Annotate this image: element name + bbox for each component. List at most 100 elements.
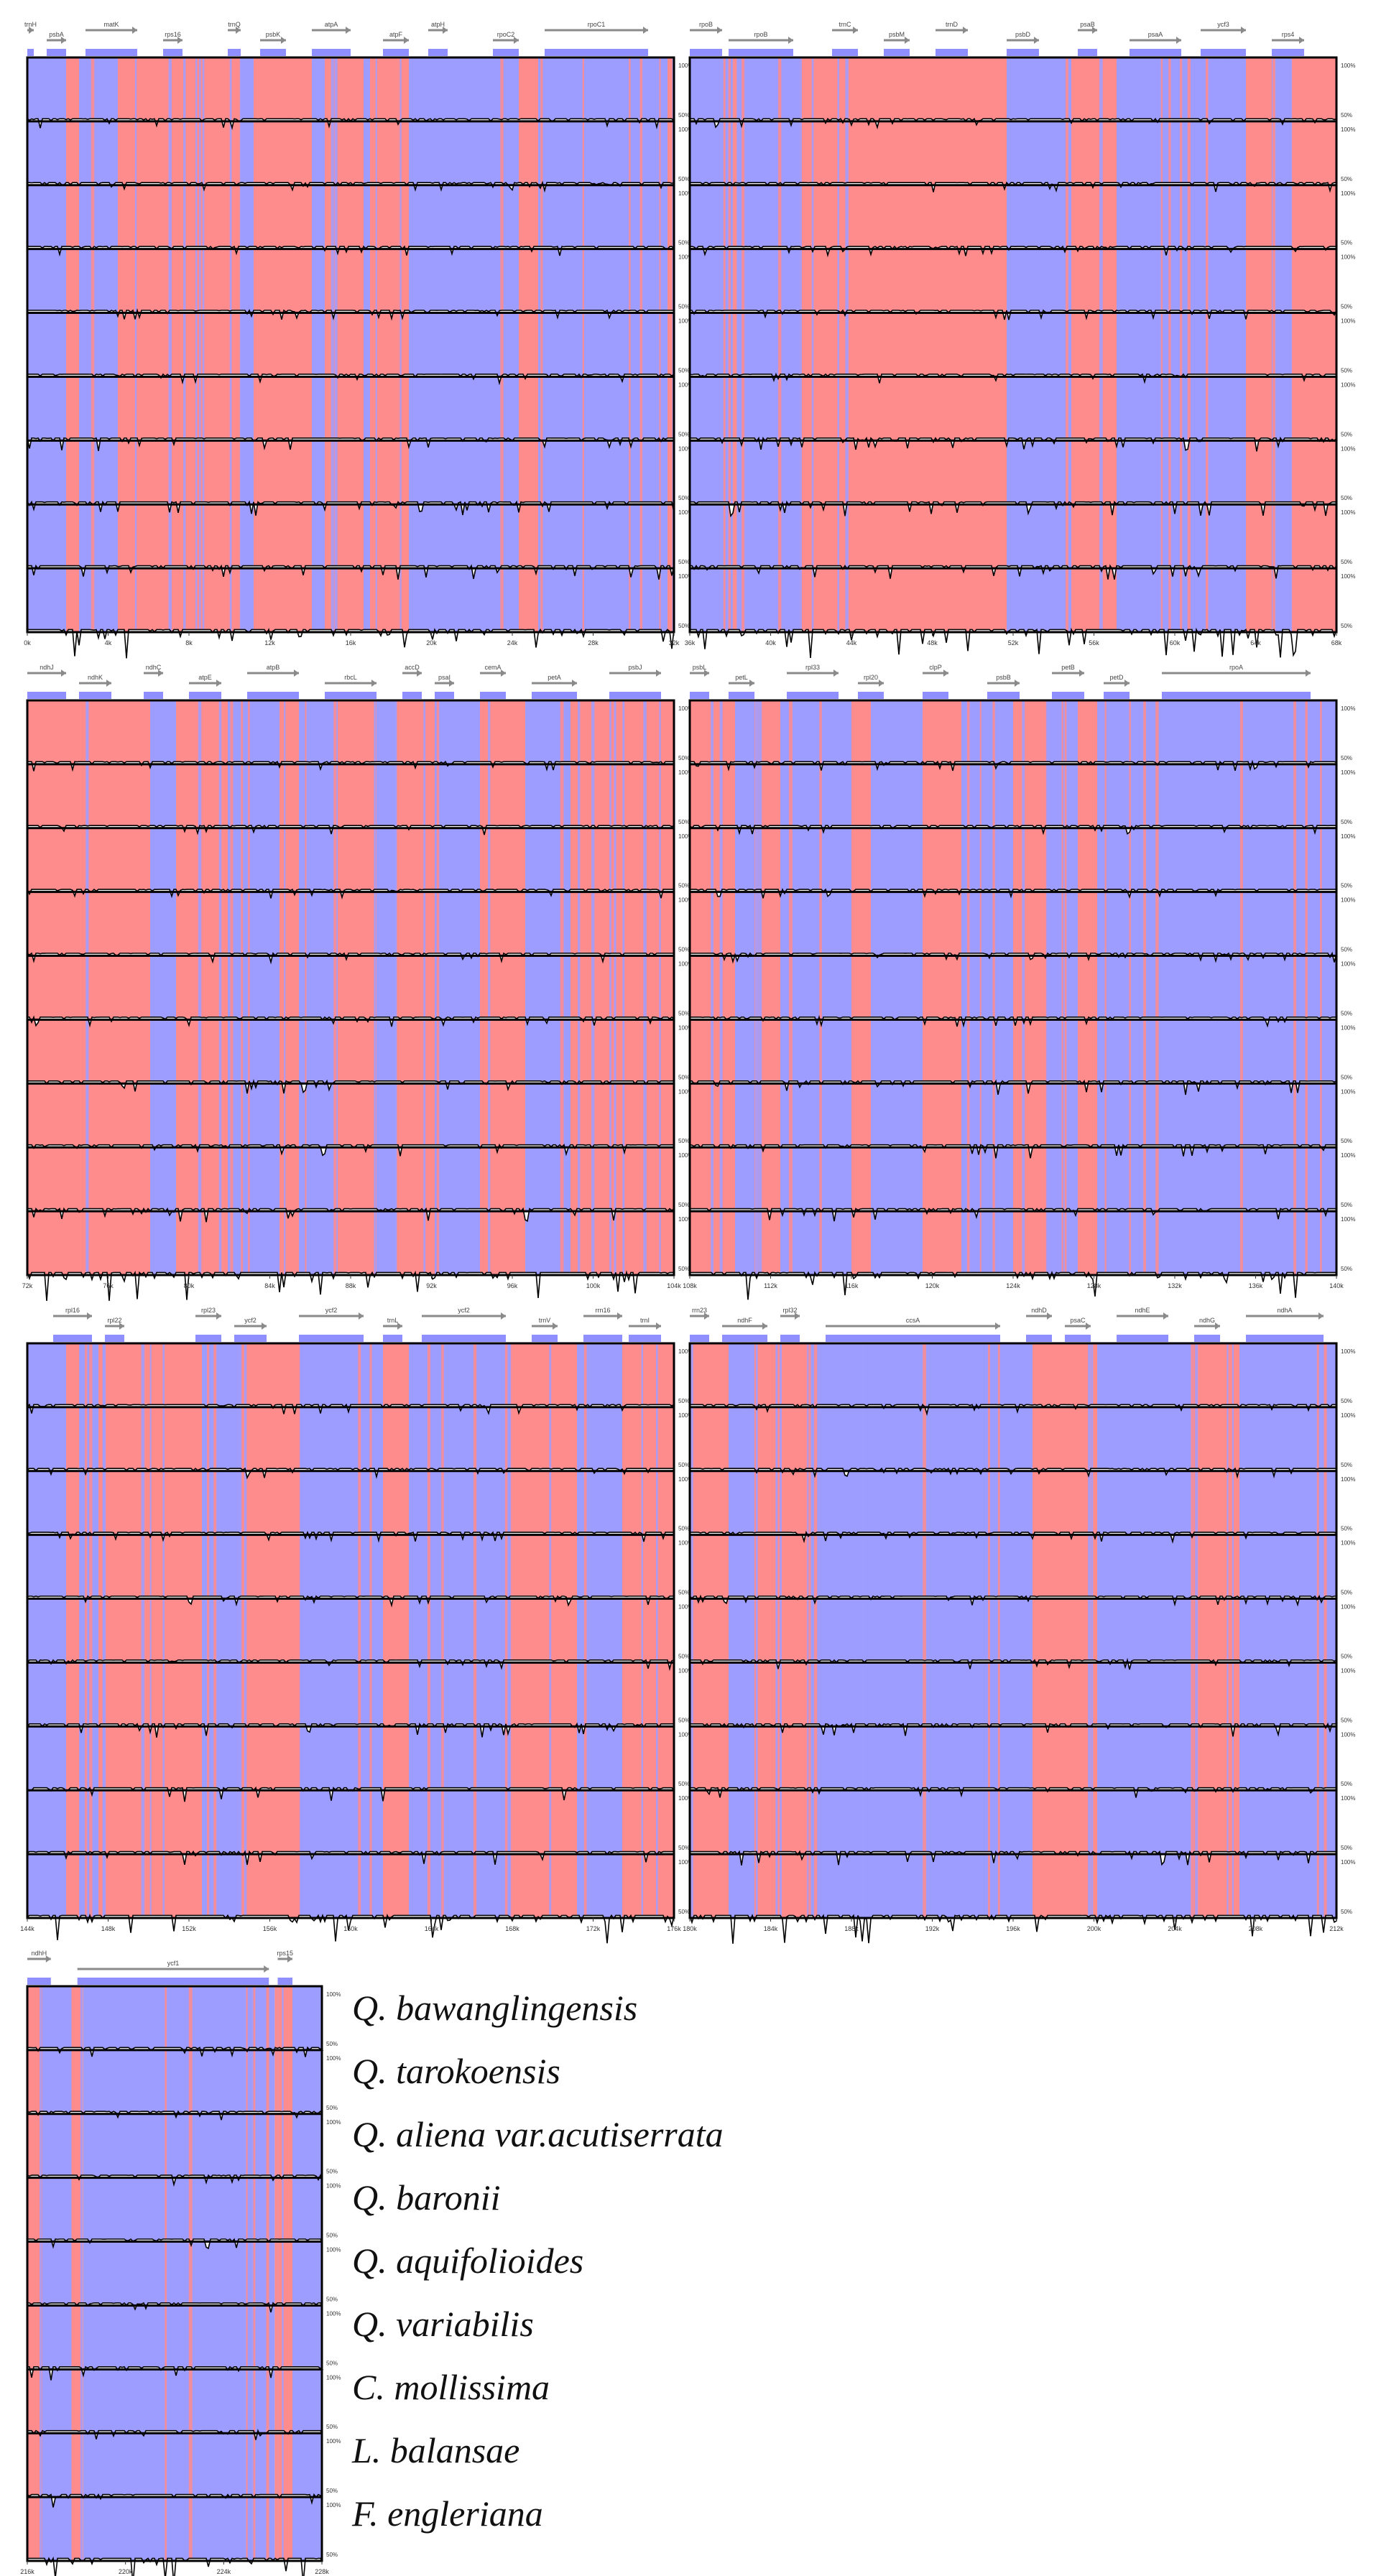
region-stripe (979, 700, 982, 1275)
identity-profile-row-9 (27, 2556, 323, 2576)
y-tick-label: 50% (326, 2360, 338, 2366)
y-tick-label: 50% (678, 431, 690, 437)
cns-block-11 (480, 700, 525, 1275)
y-tick-label: 100% (1341, 1024, 1355, 1031)
region-stripe (1228, 57, 1232, 632)
exon-block-9 (364, 57, 370, 632)
y-tick-label: 50% (1341, 947, 1352, 953)
gene-arrowhead (61, 37, 66, 44)
gene-bar (532, 692, 577, 699)
gene-bar (826, 1335, 1000, 1342)
x-tick-label: 56k (1089, 639, 1099, 647)
x-tick-label: 224k (217, 2568, 231, 2575)
y-tick-label: 50% (1341, 559, 1352, 565)
region-stripe (614, 700, 616, 1275)
region-stripe (1039, 57, 1043, 632)
region-stripe (813, 57, 816, 632)
gene-bar (832, 49, 858, 56)
y-tick-label: 100% (678, 1412, 693, 1419)
region-stripe (928, 1343, 930, 1918)
region-stripe (75, 700, 77, 1275)
y-tick-label: 100% (1341, 833, 1355, 840)
cns-block-12 (519, 57, 538, 632)
y-tick-label: 50% (678, 304, 690, 310)
gene-label: rrn16 (595, 1307, 610, 1314)
y-tick-label: 50% (1341, 1266, 1352, 1272)
region-stripe (866, 1343, 868, 1918)
region-stripe (748, 1343, 752, 1918)
gene-arrowhead (106, 680, 111, 687)
gene-arrowhead (905, 37, 910, 44)
y-tick-label: 100% (1341, 1604, 1355, 1611)
region-stripe (199, 57, 201, 632)
region-stripe (609, 57, 613, 632)
gene-arrowhead (795, 1312, 800, 1320)
x-tick-label: 16k (346, 639, 356, 647)
region-stripe (107, 1986, 109, 2561)
y-tick-label: 100% (326, 2247, 341, 2253)
x-tick-label: 212k (1329, 1925, 1344, 1932)
y-tick-label: 100% (1341, 1152, 1355, 1159)
cns-block-3 (71, 1986, 83, 2561)
exon-block-6 (1097, 1343, 1194, 1918)
exon-block-1 (690, 57, 800, 632)
y-tick-label: 100% (326, 2119, 341, 2126)
x-tick-label: 112k (764, 1282, 777, 1289)
region-stripe (213, 1343, 217, 1918)
y-tick-label: 50% (326, 2041, 338, 2047)
region-stripe (120, 700, 123, 1275)
gene-arrowhead (1215, 1322, 1220, 1330)
identity-panel-1: 100% 50% 100% 50% 100% 50% 100% 50% 100% 50% 100% 5… (24, 21, 693, 659)
region-stripe (40, 1986, 42, 2561)
gene-arrowhead (1092, 27, 1097, 34)
identity-profile-row-2 (27, 180, 675, 193)
y-tick-label: 50% (1341, 495, 1352, 501)
y-tick-label: 50% (1341, 240, 1352, 246)
gene-label: rpoA (1229, 664, 1243, 671)
x-tick-label: 92k (426, 1282, 437, 1289)
gene-bar (383, 1335, 402, 1342)
gene-arrowhead (963, 27, 968, 34)
gene-label: trnV (539, 1317, 551, 1324)
y-tick-label: 100% (326, 2438, 341, 2445)
gene-bar (1130, 49, 1181, 56)
gene-label: rpl33 (805, 664, 820, 671)
x-tick-label: 188k (844, 1925, 859, 1932)
region-stripe (80, 1986, 83, 2561)
y-tick-label: 50% (678, 883, 690, 889)
identity-profile-row-7 (689, 1144, 1337, 1159)
gene-arrowhead (1299, 37, 1304, 44)
region-stripe (641, 1343, 644, 1918)
exon-block-6 (871, 700, 923, 1275)
region-stripe (1217, 1343, 1219, 1918)
exon-block-6 (299, 700, 338, 1275)
y-tick-label: 50% (678, 176, 690, 182)
y-tick-label: 100% (1341, 445, 1355, 452)
region-stripe (1305, 700, 1308, 1275)
gene-label: ycf3 (1217, 21, 1229, 28)
region-stripe (1098, 1343, 1102, 1918)
region-stripe (739, 57, 742, 632)
y-tick-label: 50% (326, 2424, 338, 2430)
gene-arrowhead (158, 670, 163, 677)
gene-arrowhead (749, 680, 754, 687)
y-tick-label: 50% (1341, 176, 1352, 182)
region-stripe (244, 1343, 247, 1918)
y-tick-label: 50% (678, 755, 690, 761)
region-stripe (421, 700, 424, 1275)
identity-profile-row-9 (689, 627, 1337, 659)
identity-panel-6: 100% 50% 100% 50% 100% 50% 100% 50% 100% 50% 100% 5… (683, 1307, 1355, 1944)
region-stripe (741, 1343, 743, 1918)
region-stripe (1320, 700, 1322, 1275)
x-tick-label: 184k (764, 1925, 778, 1932)
gene-arrowhead (1047, 1312, 1052, 1320)
gene-bar (53, 1335, 92, 1342)
region-stripe (1209, 700, 1212, 1275)
gene-label: trnD (946, 21, 959, 28)
y-tick-label: 100% (678, 1348, 693, 1355)
y-tick-label: 100% (678, 1088, 693, 1095)
gene-arrowhead (656, 670, 661, 677)
x-tick-label: 204k (1168, 1925, 1182, 1932)
x-tick-label: 72k (22, 1282, 33, 1289)
x-tick-label: 144k (20, 1925, 34, 1932)
